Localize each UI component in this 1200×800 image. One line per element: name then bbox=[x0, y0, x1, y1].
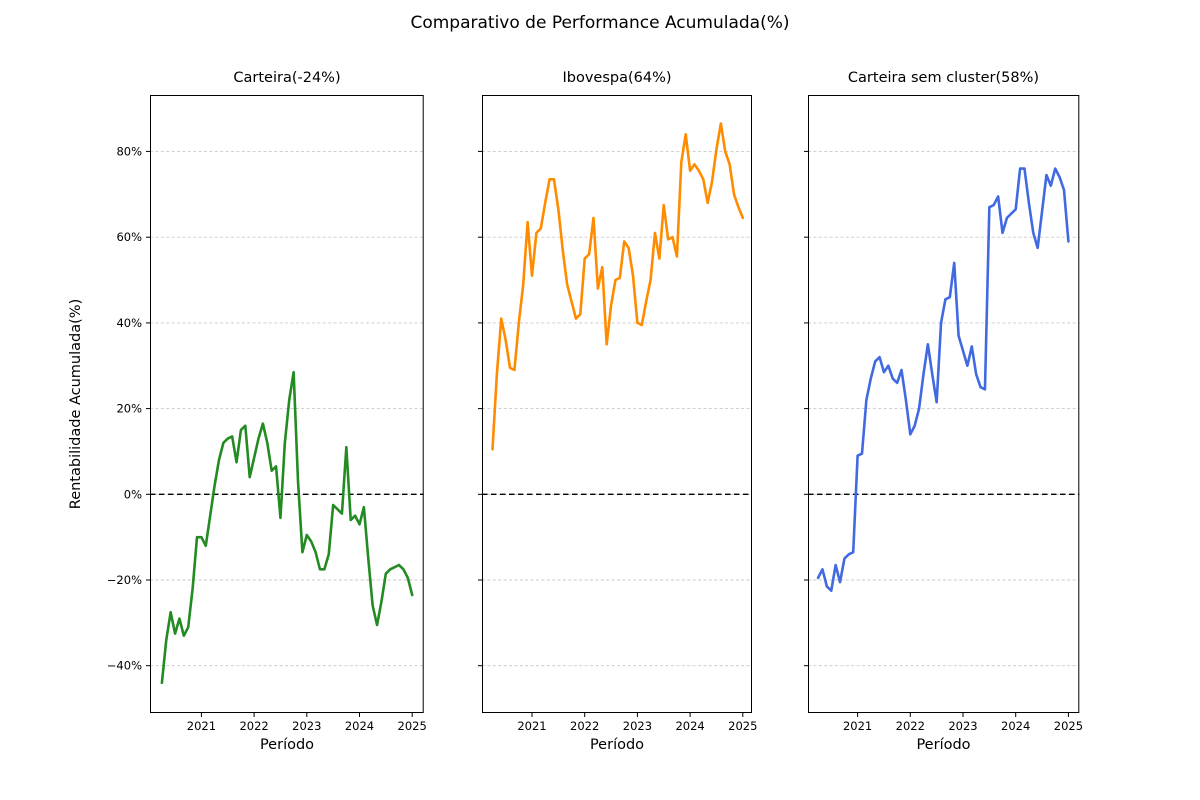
y-tick-label: −20% bbox=[107, 573, 142, 587]
y-tick-label: 80% bbox=[117, 144, 143, 158]
axes-spines bbox=[481, 95, 752, 713]
y-tick-label: 40% bbox=[117, 316, 143, 330]
subplot-title-carteira: Carteira(-24%) bbox=[233, 70, 341, 86]
x-tick-label: 2022 bbox=[895, 719, 924, 733]
series-line bbox=[160, 370, 414, 685]
y-tick-label: 20% bbox=[117, 402, 143, 416]
x-tick-label: 2022 bbox=[570, 719, 599, 733]
y-tick-label: 0% bbox=[124, 487, 142, 501]
figure-title: Comparativo de Performance Acumulada(%) bbox=[410, 13, 790, 33]
y-axis-label: Rentabilidade Acumulada(%) bbox=[68, 298, 84, 510]
series-line bbox=[816, 167, 1070, 593]
x-tick-label: 2023 bbox=[292, 719, 321, 733]
x-tick-label: 2025 bbox=[728, 719, 757, 733]
x-tick-label: 2021 bbox=[843, 719, 872, 733]
x-tick-label: 2024 bbox=[675, 719, 704, 733]
x-axis-label-ibovespa: Período bbox=[589, 737, 645, 753]
plot-area-carteira: 2021 2022 2023 2024 2025 −40% −20% 0% 20% 40% 60% 8… bbox=[107, 95, 427, 733]
x-tick-label: 2024 bbox=[345, 719, 374, 733]
x-tick-label: 2021 bbox=[187, 719, 216, 733]
y-tick-label: 60% bbox=[117, 230, 143, 244]
x-tick-label: 2024 bbox=[1001, 719, 1030, 733]
plot-area-ibovespa: 2021 2022 2023 2024 2025 bbox=[477, 95, 757, 733]
x-tick-label: 2023 bbox=[948, 719, 977, 733]
x-tick-label: 2021 bbox=[517, 719, 546, 733]
x-tick-label: 2025 bbox=[398, 719, 427, 733]
subplot-title-ibovespa: Ibovespa(64%) bbox=[562, 70, 672, 86]
x-tick-label: 2023 bbox=[622, 719, 651, 733]
y-tick-label: −40% bbox=[107, 659, 142, 673]
x-tick-label: 2025 bbox=[1053, 719, 1082, 733]
x-axis-label-carteira-sem-cluster: Período bbox=[916, 737, 971, 753]
subplot-title-carteira-sem-cluster: Carteira sem cluster(58%) bbox=[847, 70, 1040, 86]
x-axis-label-carteira: Período bbox=[259, 737, 315, 753]
x-tick-label: 2022 bbox=[240, 719, 269, 733]
plot-area-carteira-sem-cluster: 2021 2022 2023 2024 2025 bbox=[803, 95, 1083, 733]
axes-spines bbox=[807, 95, 1079, 713]
axes-spines bbox=[150, 95, 424, 713]
series-line bbox=[490, 122, 744, 451]
